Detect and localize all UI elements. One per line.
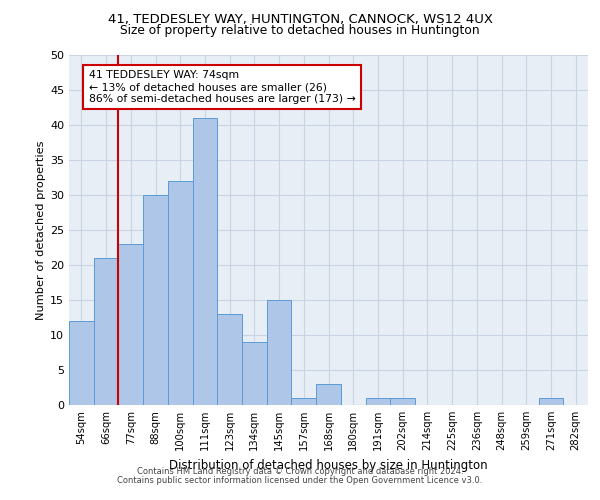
Text: Size of property relative to detached houses in Huntington: Size of property relative to detached ho… bbox=[120, 24, 480, 37]
X-axis label: Distribution of detached houses by size in Huntington: Distribution of detached houses by size … bbox=[169, 458, 488, 471]
Y-axis label: Number of detached properties: Number of detached properties bbox=[36, 140, 46, 320]
Text: Contains HM Land Registry data © Crown copyright and database right 2024.: Contains HM Land Registry data © Crown c… bbox=[137, 467, 463, 476]
Text: 41, TEDDESLEY WAY, HUNTINGTON, CANNOCK, WS12 4UX: 41, TEDDESLEY WAY, HUNTINGTON, CANNOCK, … bbox=[107, 12, 493, 26]
Bar bbox=[316, 384, 341, 405]
Bar bbox=[267, 300, 292, 405]
Bar bbox=[365, 398, 390, 405]
Bar bbox=[242, 342, 267, 405]
Bar bbox=[217, 314, 242, 405]
Bar bbox=[168, 181, 193, 405]
Bar bbox=[193, 118, 217, 405]
Bar bbox=[94, 258, 118, 405]
Bar bbox=[143, 195, 168, 405]
Bar bbox=[390, 398, 415, 405]
Bar bbox=[292, 398, 316, 405]
Text: Contains public sector information licensed under the Open Government Licence v3: Contains public sector information licen… bbox=[118, 476, 482, 485]
Bar bbox=[69, 321, 94, 405]
Bar bbox=[118, 244, 143, 405]
Bar bbox=[539, 398, 563, 405]
Text: 41 TEDDESLEY WAY: 74sqm
← 13% of detached houses are smaller (26)
86% of semi-de: 41 TEDDESLEY WAY: 74sqm ← 13% of detache… bbox=[89, 70, 356, 104]
